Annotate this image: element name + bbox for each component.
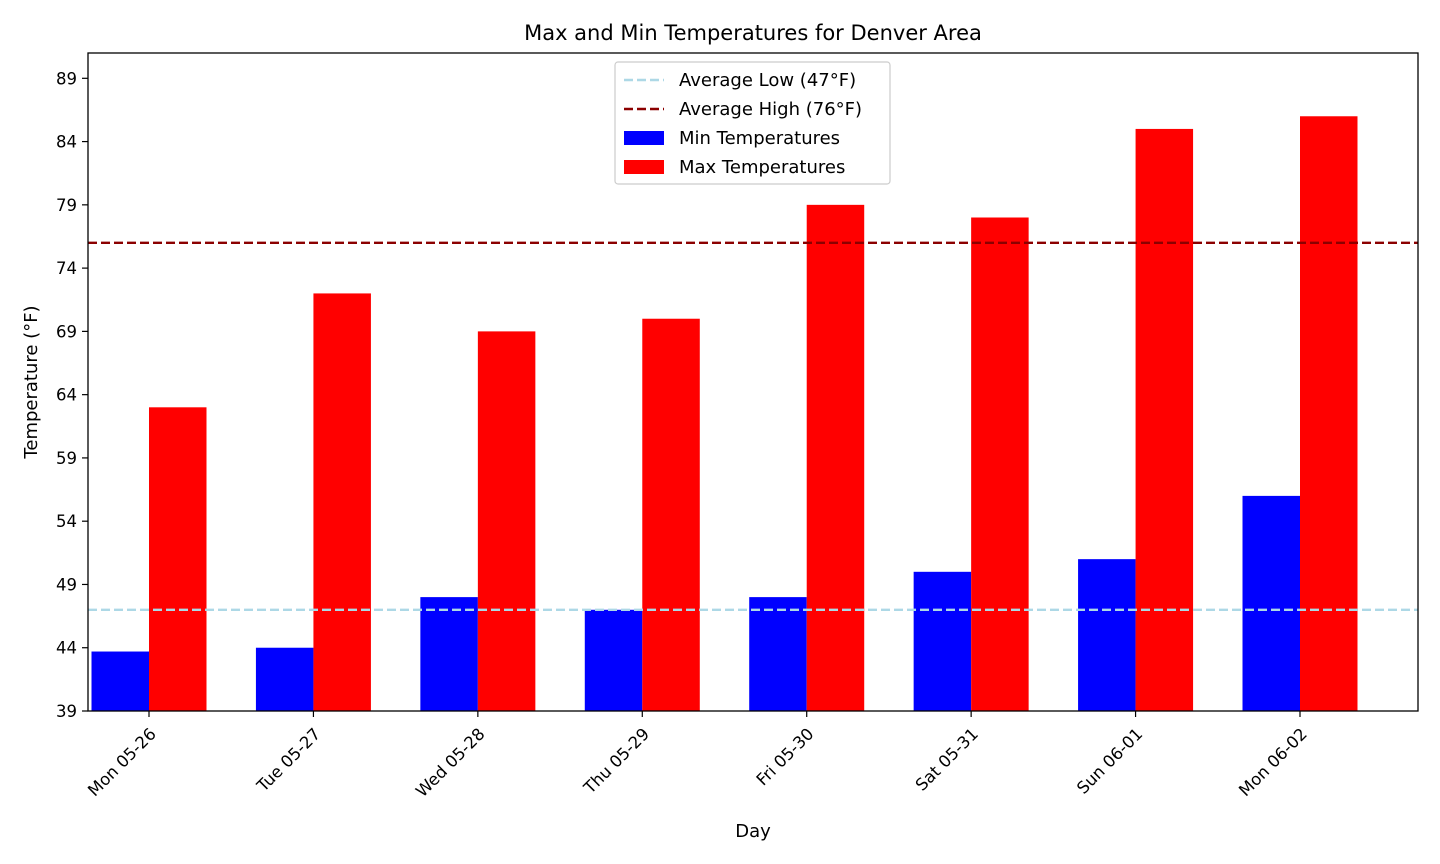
y-tick-label: 69 <box>56 322 77 341</box>
max-temp-bar <box>149 407 207 711</box>
chart-title: Max and Min Temperatures for Denver Area <box>524 21 982 45</box>
legend-box <box>614 61 891 185</box>
y-tick-label: 84 <box>56 133 77 152</box>
max-temp-bar <box>971 217 1029 711</box>
max-temp-bar <box>806 204 865 711</box>
min-temp-bar <box>91 651 149 711</box>
min-temp-bar <box>420 597 478 711</box>
y-tick-label: 39 <box>56 702 77 721</box>
min-temp-bar <box>584 609 643 711</box>
legend-label: Average Low (47°F) <box>679 70 856 91</box>
y-tick-label: 59 <box>56 449 77 468</box>
legend: Average Low (47°F) Average High (76°F) Min… <box>614 61 891 185</box>
max-temp-bar <box>642 318 700 711</box>
legend-patch-swatch <box>624 131 664 145</box>
y-tick-label: 64 <box>56 386 77 405</box>
y-tick-label: 79 <box>56 196 77 215</box>
min-temp-bar <box>255 647 314 711</box>
max-temp-bar <box>477 331 536 711</box>
legend-label: Min Temperatures <box>679 128 840 149</box>
legend-patch-swatch <box>624 160 664 174</box>
legend-label: Max Temperatures <box>679 157 845 178</box>
max-temp-bar <box>1300 116 1358 712</box>
y-tick-label: 89 <box>56 69 77 88</box>
legend-label: Average High (76°F) <box>679 99 862 120</box>
x-axis-label: Day <box>735 821 771 842</box>
y-tick-label: 49 <box>56 575 77 594</box>
y-tick-label: 74 <box>56 259 77 278</box>
max-temp-bar <box>313 293 371 711</box>
min-temp-bar <box>1242 495 1300 711</box>
y-axis-label: Temperature (°F) <box>21 305 42 459</box>
plot-frame <box>87 52 1419 712</box>
y-tick-label: 54 <box>56 512 77 531</box>
y-tick-label: 44 <box>56 639 77 658</box>
max-temp-bar <box>1135 128 1194 711</box>
min-temp-bar <box>1078 559 1136 711</box>
min-temp-bar <box>749 597 807 711</box>
min-temp-bar <box>913 571 972 711</box>
